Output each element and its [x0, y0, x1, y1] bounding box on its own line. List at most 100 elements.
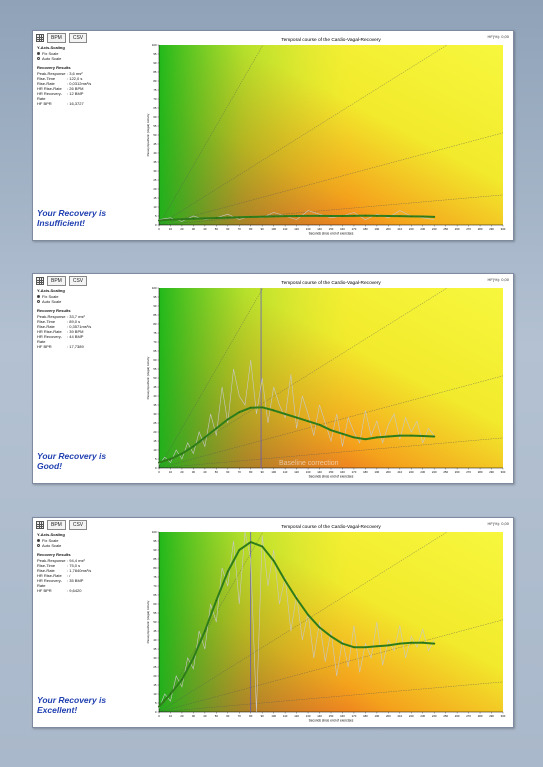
panel-toolbar: BPM CSV — [36, 33, 88, 43]
recovery-results-title: Recovery Results — [37, 308, 71, 313]
radio-selected-icon[interactable] — [37, 52, 40, 55]
y-tick-label: 5 — [155, 701, 157, 705]
bpm-button[interactable]: BPM — [47, 520, 66, 530]
auto-scale-label: Auto Scale — [42, 56, 62, 61]
y-tick-label: 25 — [153, 665, 157, 669]
result-row: HF BPR: 17,7389 — [37, 344, 123, 349]
x-tick-label: 270 — [466, 227, 471, 231]
result-value: : 39 BPM — [67, 329, 84, 334]
radio-unselected-icon[interactable] — [37, 300, 40, 303]
x-tick-label: 20 — [180, 470, 184, 474]
bpm-button[interactable]: BPM — [47, 33, 66, 43]
y-tick-label: 80 — [153, 566, 157, 570]
fix-scale-radio[interactable]: Fix Scale — [37, 538, 123, 543]
y-tick-label: 0 — [155, 710, 157, 714]
auto-scale-radio[interactable]: Auto Scale — [37, 543, 123, 548]
table-grid-icon[interactable] — [36, 521, 44, 529]
x-axis-label: Seconds since end of exercises — [309, 232, 354, 236]
x-tick-label: 50 — [215, 470, 219, 474]
fix-scale-radio[interactable]: Fix Scale — [37, 51, 123, 56]
csv-button[interactable]: CSV — [68, 33, 88, 43]
chart-title: Temporal course of the Cardio-Vagal-Reco… — [281, 524, 381, 530]
data-point — [204, 630, 206, 632]
data-point — [181, 453, 183, 455]
table-grid-icon[interactable] — [36, 277, 44, 285]
data-point — [227, 418, 229, 420]
data-point — [353, 646, 355, 648]
radio-unselected-icon[interactable] — [37, 544, 40, 547]
x-tick-label: 150 — [329, 714, 334, 718]
chart-title: Temporal course of the Cardio-Vagal-Reco… — [281, 280, 381, 286]
result-key: HR Recovery-Rate — [37, 578, 63, 588]
baseline-correction-text: Baseline correction — [279, 460, 339, 467]
x-tick-label: 120 — [294, 227, 299, 231]
radio-selected-icon[interactable] — [37, 539, 40, 542]
data-point — [296, 215, 298, 217]
auto-scale-radio[interactable]: Auto Scale — [37, 56, 123, 61]
data-point — [158, 220, 160, 221]
auto-scale-radio[interactable]: Auto Scale — [37, 299, 123, 304]
chart-title: Temporal course of the Cardio-Vagal-Reco… — [281, 37, 381, 43]
x-tick-label: 10 — [169, 227, 173, 231]
data-point — [422, 435, 424, 437]
radio-selected-icon[interactable] — [37, 295, 40, 298]
recovery-chart-svg: 0 5 10 15 20 25 30 35 40 45 50 55 60 65 70 75 80 85 90 95 10… — [146, 280, 506, 479]
bpm-button[interactable]: BPM — [47, 276, 66, 286]
y-axis-label: Parasympathetic (Vagal) Activity — [146, 600, 150, 643]
reference-line — [158, 375, 504, 469]
result-row: HR Recovery-Rate: 12 BMP — [37, 91, 123, 101]
x-tick-label: 210 — [397, 227, 402, 231]
table-grid-icon[interactable] — [36, 34, 44, 42]
x-tick-label: 220 — [409, 714, 414, 718]
side-info: Y-Axis-Scaling Fix Scale Auto Scale Reco… — [37, 288, 123, 349]
reference-line — [158, 44, 264, 226]
data-point — [215, 599, 217, 601]
x-tick-label: 200 — [386, 470, 391, 474]
csv-button[interactable]: CSV — [68, 276, 88, 286]
x-tick-label: 210 — [397, 470, 402, 474]
data-point — [169, 219, 171, 221]
recovery-chart: 0 5 10 15 20 25 30 35 40 45 50 55 60 65 70 75 80 85 90 95 10… — [123, 276, 509, 481]
fix-scale-label: Fix Scale — [42, 538, 59, 543]
x-tick-label: 240 — [432, 227, 437, 231]
x-tick-label: 280 — [478, 714, 483, 718]
y-tick-label: 70 — [153, 340, 157, 344]
y-tick-label: 75 — [153, 331, 157, 335]
y-tick-label: 90 — [153, 61, 157, 65]
data-point — [364, 438, 366, 440]
side-info: Y-Axis-Scaling Fix Scale Auto Scale Reco… — [37, 532, 123, 593]
y-tick-label: 25 — [153, 178, 157, 182]
data-point — [296, 598, 298, 600]
data-point — [169, 693, 171, 695]
data-point — [341, 215, 343, 217]
y-axis-label: Parasympathetic (Vagal) Activity — [146, 356, 150, 399]
csv-button[interactable]: CSV — [68, 520, 88, 530]
result-value: : 17,7389 — [67, 344, 84, 349]
y-tick-label: 85 — [153, 70, 157, 74]
result-value: : 35 BMP — [67, 578, 84, 583]
result-row: HR Rise-Rate: / — [37, 573, 123, 578]
recovery-chart-svg: 0 5 10 15 20 25 30 35 40 45 50 55 60 65 70 75 80 85 90 95 10… — [146, 524, 506, 723]
result-row: Peak-Response: 94,4 ms² — [37, 558, 123, 563]
recovery-results: Recovery Results Peak-Response: 3,6 ms² … — [37, 65, 123, 106]
radio-unselected-icon[interactable] — [37, 57, 40, 60]
y-axis-scaling-title: Y-Axis-Scaling — [37, 532, 65, 537]
x-tick-label: 260 — [455, 714, 460, 718]
y-tick-label: 10 — [153, 692, 157, 696]
result-value: : 94,4 ms² — [67, 558, 85, 563]
data-point — [204, 436, 206, 438]
fix-scale-radio[interactable]: Fix Scale — [37, 294, 123, 299]
x-tick-label: 270 — [466, 714, 471, 718]
recovery-results-title: Recovery Results — [37, 65, 71, 70]
y-tick-label: 100 — [152, 286, 157, 290]
data-point — [192, 657, 194, 659]
auto-scale-label: Auto Scale — [42, 543, 62, 548]
x-tick-label: 230 — [420, 227, 425, 231]
x-tick-label: 230 — [420, 470, 425, 474]
reference-line — [158, 132, 504, 226]
data-point — [250, 216, 252, 218]
result-value: : 9,6420 — [67, 588, 82, 593]
data-point — [181, 679, 183, 681]
y-tick-label: 20 — [153, 187, 157, 191]
y-tick-label: 10 — [153, 205, 157, 209]
